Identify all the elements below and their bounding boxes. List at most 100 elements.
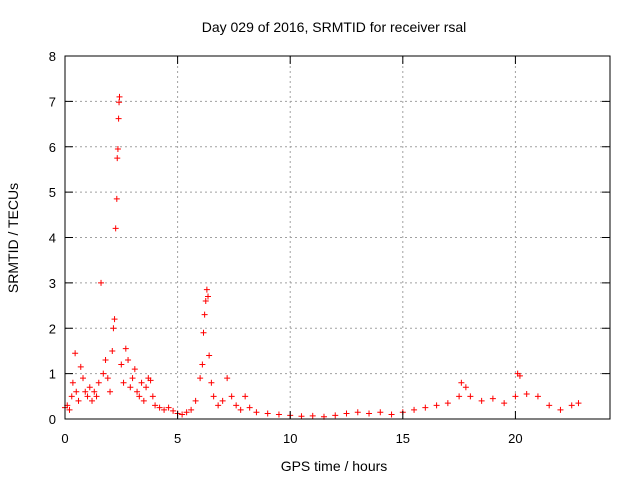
data-point <box>377 409 384 416</box>
data-point <box>122 345 129 352</box>
data-point <box>66 406 73 413</box>
data-point <box>208 379 215 386</box>
y-tick-label: 3 <box>49 276 56 291</box>
data-point <box>140 397 147 404</box>
data-point <box>73 388 80 395</box>
y-tick-label: 6 <box>49 140 56 155</box>
data-point <box>152 402 159 409</box>
x-axis-label: GPS time / hours <box>281 458 388 474</box>
data-point <box>84 393 91 400</box>
data-point <box>203 286 210 293</box>
data-point <box>114 146 121 153</box>
data-point <box>91 388 98 395</box>
data-point <box>501 400 508 407</box>
y-tick-label: 5 <box>49 185 56 200</box>
data-point <box>388 411 395 418</box>
data-point <box>75 397 82 404</box>
data-point <box>275 411 282 418</box>
data-point <box>118 361 125 368</box>
data-point <box>112 225 119 232</box>
data-point <box>149 393 156 400</box>
data-point <box>69 379 76 386</box>
data-point <box>82 388 89 395</box>
data-point <box>456 393 463 400</box>
data-point <box>366 410 373 417</box>
data-series-srmtid <box>62 93 582 420</box>
data-point <box>354 409 361 416</box>
data-point <box>131 366 138 373</box>
data-point <box>546 402 553 409</box>
data-point <box>298 413 305 420</box>
data-point <box>161 406 168 413</box>
data-point <box>246 404 253 411</box>
data-point <box>72 350 79 357</box>
data-point <box>237 406 244 413</box>
data-point <box>206 352 213 359</box>
data-point <box>77 363 84 370</box>
data-point <box>129 375 136 382</box>
data-point <box>343 410 350 417</box>
data-point <box>183 409 190 416</box>
data-point <box>138 379 145 386</box>
data-point <box>68 393 75 400</box>
data-point <box>215 402 222 409</box>
y-tick-label: 2 <box>49 321 56 336</box>
data-point <box>170 407 177 414</box>
data-point <box>309 412 316 419</box>
data-point <box>114 155 121 162</box>
y-tick-label: 0 <box>49 412 56 427</box>
data-point <box>115 115 122 122</box>
data-point <box>233 402 240 409</box>
data-point <box>478 397 485 404</box>
data-point <box>102 357 109 364</box>
y-tick-label: 8 <box>49 49 56 64</box>
data-point <box>197 375 204 382</box>
data-point <box>80 375 87 382</box>
data-point <box>433 402 440 409</box>
data-point <box>224 375 231 382</box>
data-point <box>120 379 127 386</box>
y-tick-label: 1 <box>49 367 56 382</box>
data-point <box>228 393 235 400</box>
data-point <box>444 400 451 407</box>
x-tick-label: 0 <box>61 431 68 446</box>
data-point <box>411 406 418 413</box>
x-tick-label: 20 <box>508 431 522 446</box>
data-point <box>143 384 150 391</box>
data-point <box>156 404 163 411</box>
data-point <box>462 384 469 391</box>
x-tick-label: 5 <box>174 431 181 446</box>
data-point <box>125 357 132 364</box>
x-tick-label: 10 <box>283 431 297 446</box>
data-point <box>512 393 519 400</box>
data-point <box>116 99 123 106</box>
data-point <box>179 411 186 418</box>
data-point <box>200 329 207 336</box>
data-point <box>332 412 339 419</box>
y-axis-label: SRMTID / TECUs <box>5 183 21 293</box>
data-point <box>202 298 209 305</box>
data-point <box>523 391 530 398</box>
data-point <box>134 388 141 395</box>
data-point <box>534 393 541 400</box>
data-point <box>98 279 105 286</box>
data-point <box>253 409 260 416</box>
data-point <box>104 375 111 382</box>
data-point <box>489 395 496 402</box>
chart-title: Day 029 of 2016, SRMTID for receiver rsa… <box>202 19 467 35</box>
data-point <box>93 393 100 400</box>
data-point <box>165 404 172 411</box>
data-point <box>95 379 102 386</box>
y-tick-label: 7 <box>49 94 56 109</box>
grid <box>65 56 610 419</box>
data-point <box>210 393 217 400</box>
data-point <box>557 406 564 413</box>
data-point <box>116 93 123 100</box>
data-point <box>192 397 199 404</box>
data-point <box>201 311 208 318</box>
data-point <box>111 316 118 323</box>
data-point <box>516 372 523 379</box>
data-point <box>109 347 116 354</box>
data-point <box>136 393 143 400</box>
